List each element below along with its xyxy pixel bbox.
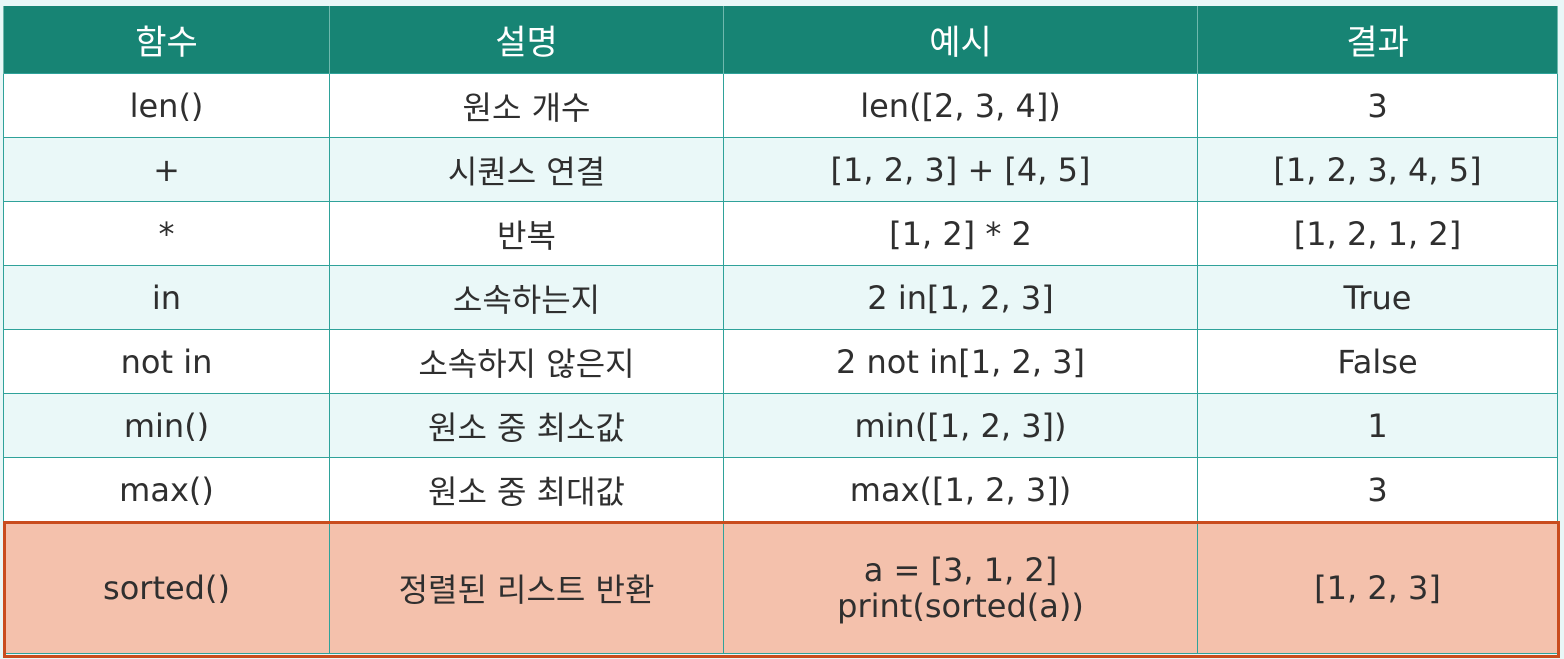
cell-description: 반복 — [329, 201, 724, 266]
cell-result: [1, 2, 3] — [1197, 521, 1558, 654]
cell-result: False — [1197, 329, 1558, 394]
cell-function: sorted() — [3, 521, 330, 654]
cell-result: True — [1197, 265, 1558, 330]
example-line: a = [3, 1, 2] — [863, 550, 1058, 589]
cell-example: max([1, 2, 3]) — [723, 457, 1198, 522]
cell-result: 3 — [1197, 73, 1558, 138]
cell-description: 시퀀스 연결 — [329, 137, 724, 202]
cell-function: in — [3, 265, 330, 330]
function-table-container: 함수 설명 예시 결과 len() 원소 개수 len([2, 3, 4]) 3… — [3, 6, 1560, 658]
header-function: 함수 — [3, 6, 330, 74]
cell-example: 2 in[1, 2, 3] — [723, 265, 1198, 330]
sequence-functions-table: 함수 설명 예시 결과 len() 원소 개수 len([2, 3, 4]) 3… — [3, 6, 1558, 654]
cell-result: [1, 2, 1, 2] — [1197, 201, 1558, 266]
table-row: not in 소속하지 않은지 2 not in[1, 2, 3] False — [3, 329, 1558, 394]
header-result: 결과 — [1197, 6, 1558, 74]
table-row: + 시퀀스 연결 [1, 2, 3] + [4, 5] [1, 2, 3, 4,… — [3, 137, 1558, 202]
table-row: max() 원소 중 최대값 max([1, 2, 3]) 3 — [3, 457, 1558, 522]
cell-example: [1, 2] * 2 — [723, 201, 1198, 266]
cell-description: 소속하지 않은지 — [329, 329, 724, 394]
cell-description: 원소 중 최대값 — [329, 457, 724, 522]
highlighted-table-row: sorted() 정렬된 리스트 반환 a = [3, 1, 2] print(… — [3, 521, 1558, 654]
cell-function: not in — [3, 329, 330, 394]
header-description: 설명 — [329, 6, 724, 74]
table-row: min() 원소 중 최소값 min([1, 2, 3]) 1 — [3, 393, 1558, 458]
header-example: 예시 — [723, 6, 1198, 74]
cell-example: [1, 2, 3] + [4, 5] — [723, 137, 1198, 202]
cell-result: 3 — [1197, 457, 1558, 522]
cell-function: len() — [3, 73, 330, 138]
example-line: print(sorted(a)) — [837, 586, 1084, 625]
table-row: len() 원소 개수 len([2, 3, 4]) 3 — [3, 73, 1558, 138]
cell-result: 1 — [1197, 393, 1558, 458]
cell-example: len([2, 3, 4]) — [723, 73, 1198, 138]
cell-example: min([1, 2, 3]) — [723, 393, 1198, 458]
cell-description: 정렬된 리스트 반환 — [329, 521, 724, 654]
table-row: in 소속하는지 2 in[1, 2, 3] True — [3, 265, 1558, 330]
cell-description: 원소 중 최소값 — [329, 393, 724, 458]
table-row: * 반복 [1, 2] * 2 [1, 2, 1, 2] — [3, 201, 1558, 266]
cell-result: [1, 2, 3, 4, 5] — [1197, 137, 1558, 202]
cell-example: a = [3, 1, 2] print(sorted(a)) — [723, 521, 1198, 654]
cell-function: min() — [3, 393, 330, 458]
cell-example: 2 not in[1, 2, 3] — [723, 329, 1198, 394]
cell-function: + — [3, 137, 330, 202]
table-header-row: 함수 설명 예시 결과 — [3, 6, 1558, 74]
cell-function: max() — [3, 457, 330, 522]
cell-description: 소속하는지 — [329, 265, 724, 330]
cell-function: * — [3, 201, 330, 266]
cell-description: 원소 개수 — [329, 73, 724, 138]
